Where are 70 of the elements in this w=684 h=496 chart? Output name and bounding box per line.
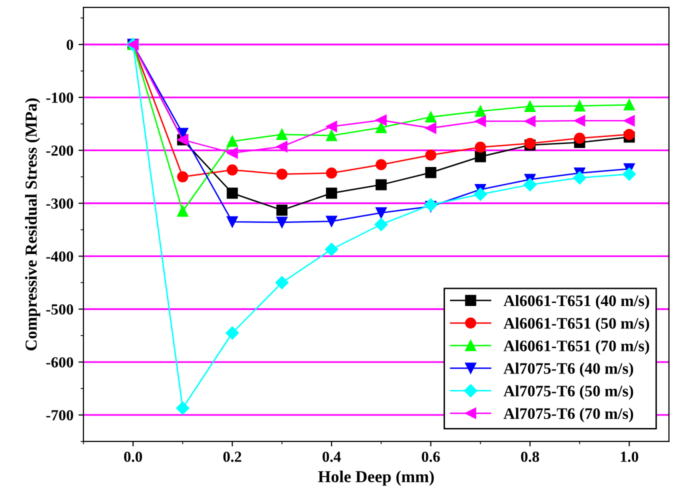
x-axis-title: Hole Deep (mm)	[318, 470, 434, 486]
point	[425, 122, 436, 134]
y-tick-label: -700	[46, 410, 74, 420]
point	[624, 128, 635, 140]
point	[276, 128, 288, 140]
y-tick-label: -600	[46, 357, 74, 368]
point	[474, 142, 486, 153]
point	[276, 204, 288, 216]
point	[474, 188, 487, 201]
point	[624, 115, 635, 126]
x-tick-label: 0.4	[322, 452, 341, 462]
point	[524, 116, 536, 127]
point	[474, 116, 486, 127]
y-axis-title: Compressive Residual Stress (MPa)	[25, 98, 40, 350]
legend-label: Al7075-T6 (40 m/s)	[504, 362, 634, 378]
point	[574, 115, 586, 126]
x-tick-label: 0.8	[521, 452, 540, 462]
x-tick-label: 0.2	[223, 452, 242, 462]
legend-label: Al6061-T651 (40 m/s)	[504, 294, 650, 310]
point	[523, 178, 537, 192]
point	[376, 207, 387, 218]
point	[425, 167, 436, 178]
point	[226, 136, 238, 147]
point	[226, 164, 238, 176]
x-tick-label: 0.0	[124, 452, 142, 462]
legend-label: Al7075-T6 (70 m/s)	[504, 408, 634, 422]
point	[376, 179, 387, 190]
point	[474, 106, 486, 117]
y-tick-label: 0	[66, 40, 74, 50]
point	[574, 132, 586, 144]
x-tick-label: 1.0	[620, 452, 638, 462]
point	[326, 120, 338, 132]
point	[573, 171, 586, 184]
point	[177, 206, 188, 217]
point	[524, 100, 536, 112]
point	[326, 130, 338, 142]
point	[226, 147, 238, 159]
point	[177, 171, 188, 182]
point	[326, 168, 338, 179]
point	[574, 100, 586, 112]
point	[624, 99, 635, 110]
point	[374, 218, 388, 232]
y-tick-label: -500	[46, 304, 74, 315]
point	[275, 276, 289, 290]
point	[276, 216, 288, 228]
legend-label: Al7075-T6 (50 m/s)	[504, 385, 634, 400]
point	[226, 326, 239, 340]
point	[176, 402, 190, 415]
point	[326, 188, 338, 199]
point	[326, 216, 338, 227]
y-tick-label: -300	[46, 198, 74, 209]
point	[376, 122, 387, 134]
point	[424, 198, 438, 212]
legend-label: Al6061-T651 (70 m/s)	[504, 340, 650, 355]
point	[622, 168, 636, 181]
point	[474, 151, 486, 162]
y-tick-label: -400	[46, 251, 74, 262]
point	[376, 114, 387, 126]
point	[376, 159, 387, 170]
point	[425, 111, 436, 123]
point	[276, 168, 288, 180]
y-tick-label: -200	[46, 145, 74, 156]
point	[226, 216, 238, 228]
y-tick-label: -100	[46, 92, 74, 103]
point	[226, 188, 238, 199]
point	[425, 150, 436, 161]
legend-label: Al6061-T651 (50 m/s)	[504, 318, 650, 332]
x-tick-label: 0.6	[422, 452, 440, 462]
point	[324, 242, 338, 256]
point	[276, 141, 288, 152]
